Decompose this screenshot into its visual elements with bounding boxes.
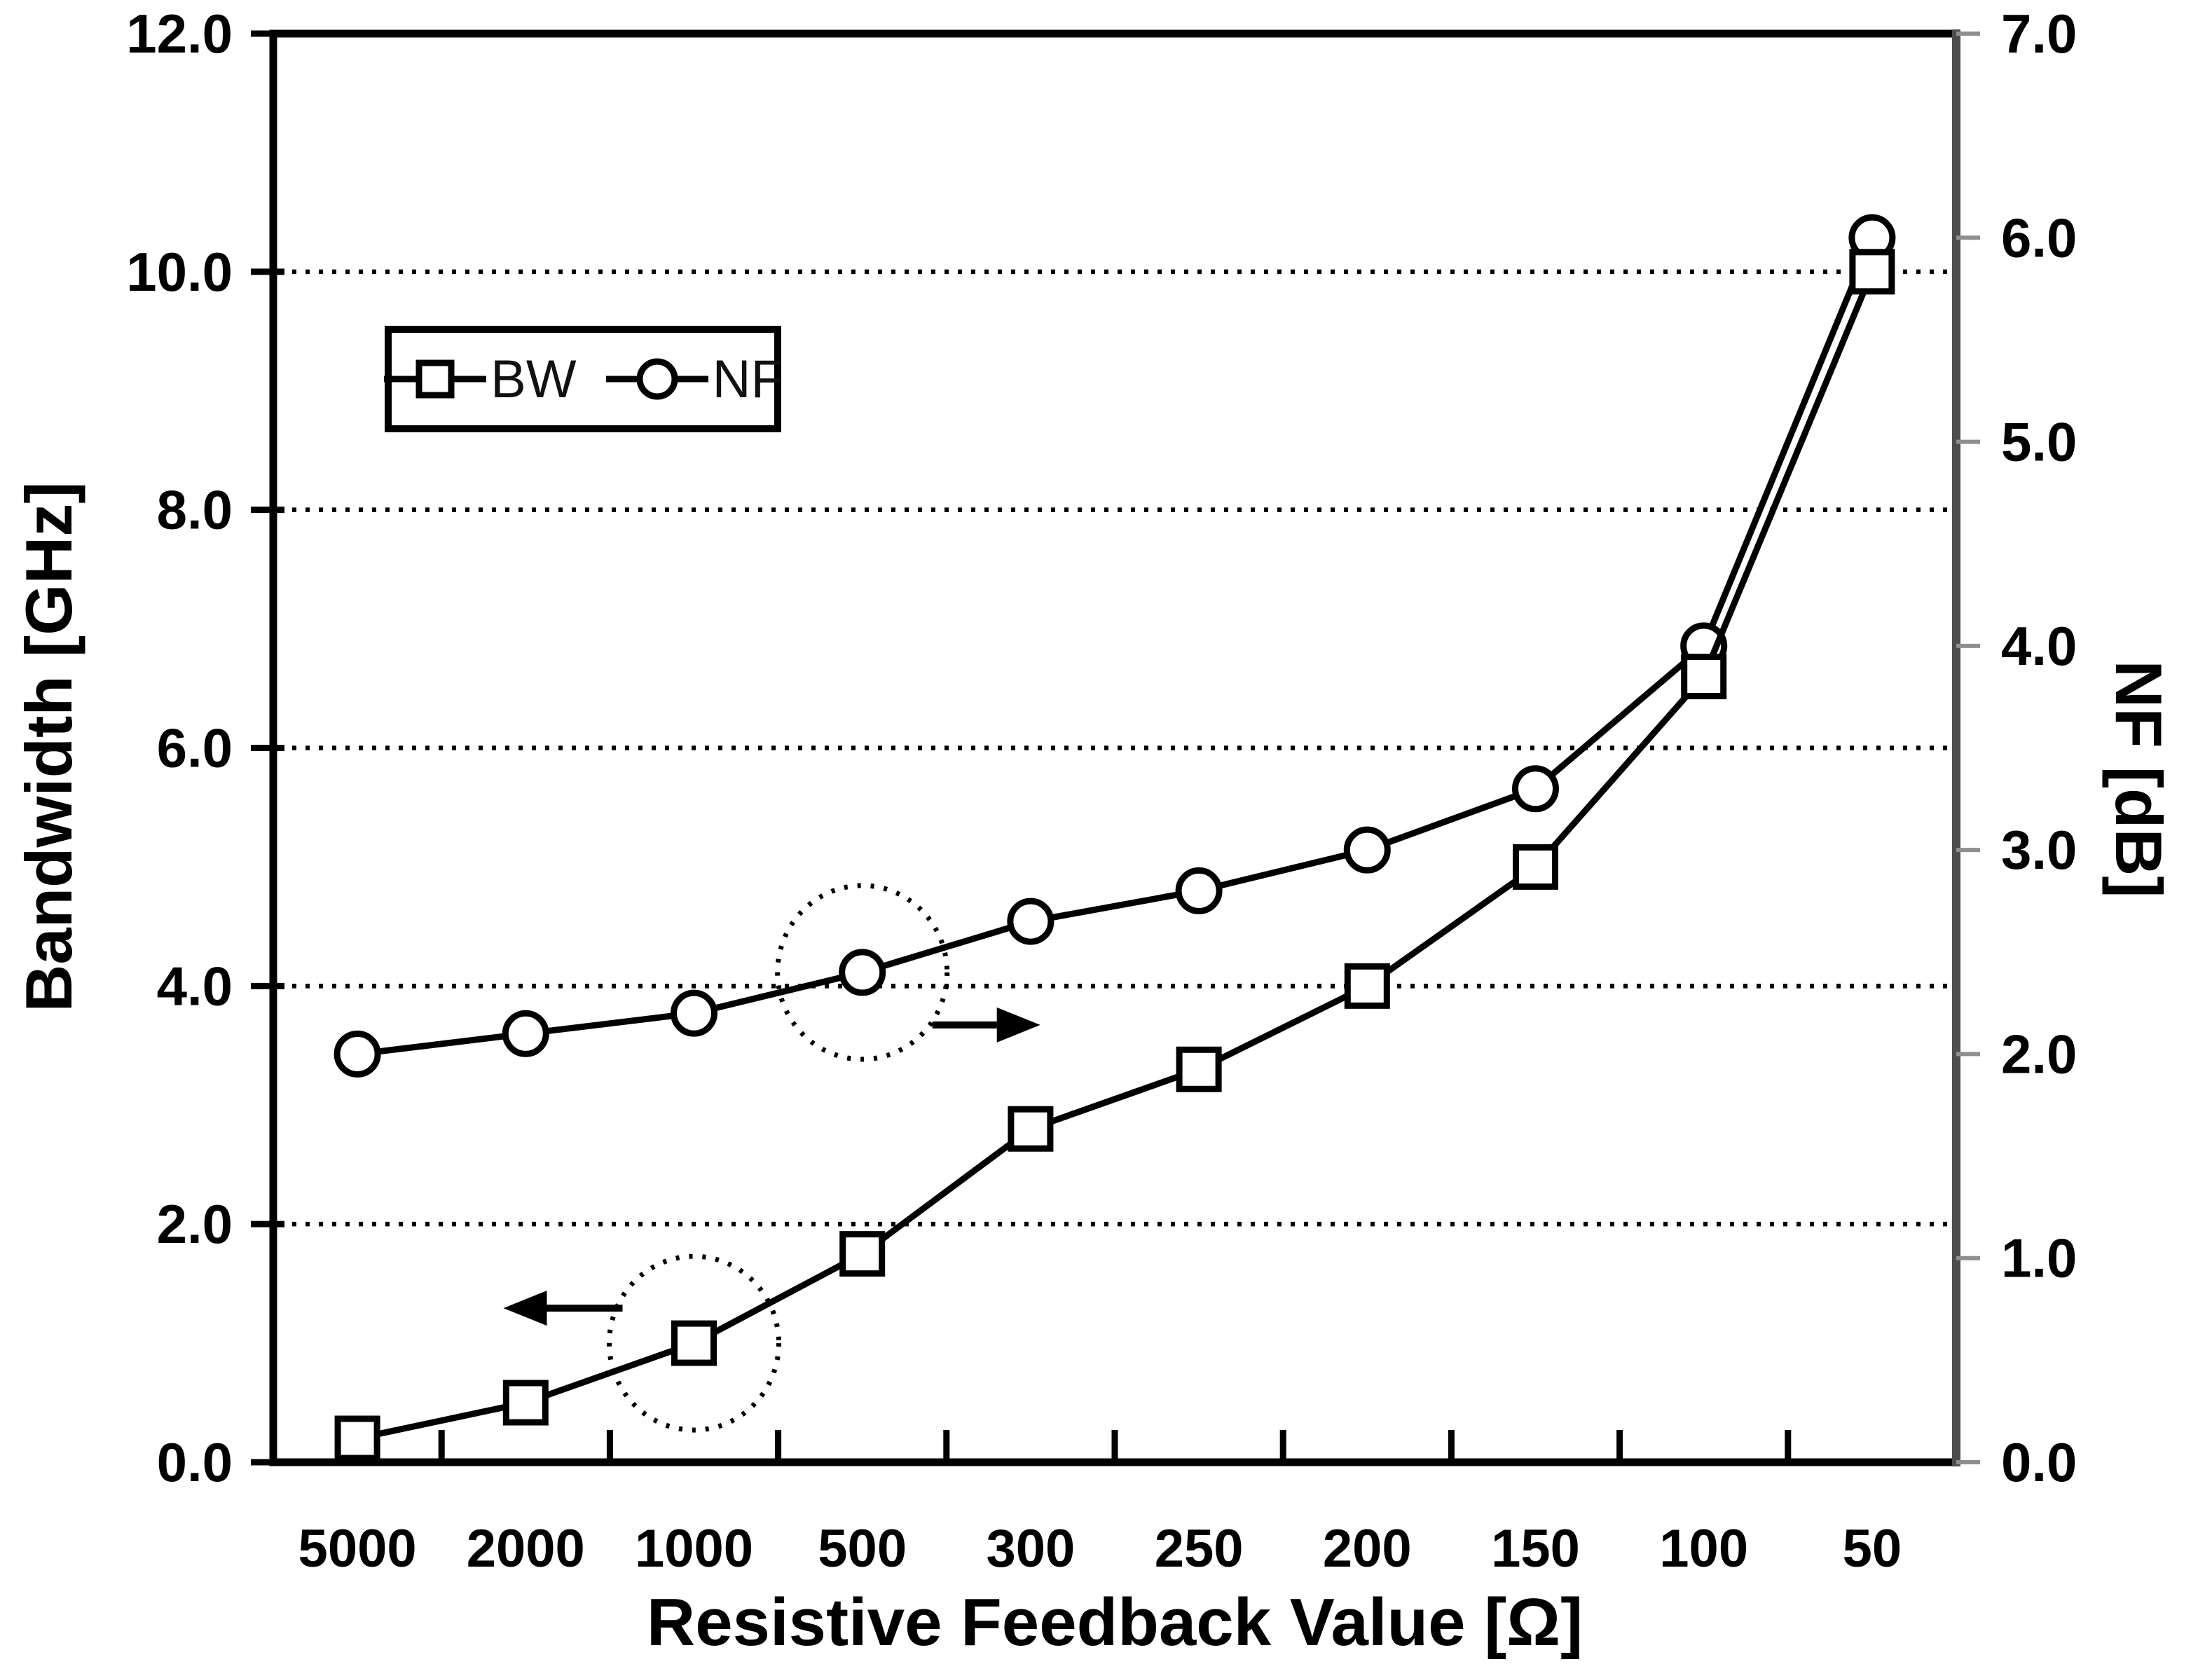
bw-data-point-square (839, 1231, 886, 1277)
bw-data-point-square (334, 1415, 380, 1462)
bw-data-point-square (1008, 1106, 1054, 1152)
nf-series-line (357, 236, 1876, 1057)
right-axis-tick-label: 0.0 (2001, 1431, 2077, 1493)
bw-data-point-square (502, 1380, 549, 1426)
right-axis-tick-label: 4.0 (2001, 615, 2077, 677)
x-axis-tick-label: 5000 (298, 1519, 417, 1579)
nf-data-point-circle (1512, 765, 1559, 813)
x-axis-tick-label: 100 (1659, 1519, 1748, 1579)
nf-data-point-circle (1175, 867, 1223, 914)
bw-data-point-square (1344, 963, 1390, 1009)
left-axis-tick-label: 12.0 (126, 3, 233, 64)
left-axis-tick-label: 8.0 (157, 479, 233, 541)
legend-label-nf: NF (712, 349, 783, 409)
right-axis-tick-label: 1.0 (2001, 1228, 2077, 1289)
highlight-ellipse-nf (775, 883, 950, 1062)
bw-series-line (357, 270, 1876, 1442)
x-axis-title: Resistive Feedback Value [Ω] (646, 1585, 1584, 1660)
x-axis-tick-label: 250 (1155, 1519, 1244, 1579)
nf-data-point-circle (1007, 898, 1055, 945)
x-axis-tick-label: 150 (1491, 1519, 1580, 1579)
nf-data-point-circle (839, 949, 886, 996)
right-axis-tick-label: 3.0 (2001, 819, 2077, 881)
x-axis-tick-label: 50 (1843, 1519, 1902, 1579)
bw-data-point-square (1513, 844, 1558, 890)
right-axis-tick-label: 5.0 (2001, 411, 2077, 473)
circle-marker-icon (605, 358, 708, 400)
left-axis-tick-label: 10.0 (126, 241, 233, 303)
highlight-ellipse-bw (607, 1253, 781, 1433)
right-axis-tick-label: 2.0 (2001, 1023, 2077, 1085)
legend-label-bw: BW (490, 349, 577, 409)
right-axis-title: NF [dB] (2102, 660, 2176, 898)
nf-data-point-circle (1343, 826, 1391, 874)
x-axis-tick-label: 200 (1323, 1519, 1412, 1579)
square-marker-icon (384, 359, 487, 399)
x-axis-tick-label: 1000 (635, 1519, 753, 1579)
right-arrow-head (996, 1007, 1040, 1043)
left-axis-tick-label: 0.0 (157, 1431, 233, 1493)
left-arrow-head (503, 1291, 547, 1326)
x-axis-tick-label: 300 (986, 1519, 1075, 1579)
bw-data-point-square (671, 1320, 717, 1366)
x-axis-tick-label: 500 (818, 1519, 907, 1579)
right-axis-tick-label: 7.0 (2001, 3, 2077, 64)
left-axis-tick-label: 4.0 (157, 955, 233, 1017)
x-axis-tick-label: 2000 (467, 1519, 585, 1579)
legend: BW NF (383, 326, 783, 432)
left-axis-title: Bandwidth [GHz] (12, 481, 85, 1012)
bw-data-point-square (1176, 1046, 1222, 1092)
legend-item-nf: NF (605, 349, 783, 410)
nf-data-point-circle (502, 1010, 549, 1057)
bw-data-point-square (1681, 654, 1727, 700)
legend-item-bw: BW (383, 349, 577, 410)
nf-data-point-circle (334, 1030, 381, 1078)
left-axis-tick-label: 2.0 (157, 1193, 233, 1255)
right-axis-tick-label: 6.0 (2001, 207, 2077, 268)
bw-data-point-square (1849, 249, 1895, 295)
nf-data-point-circle (671, 989, 717, 1037)
left-axis-tick-label: 6.0 (157, 717, 233, 779)
